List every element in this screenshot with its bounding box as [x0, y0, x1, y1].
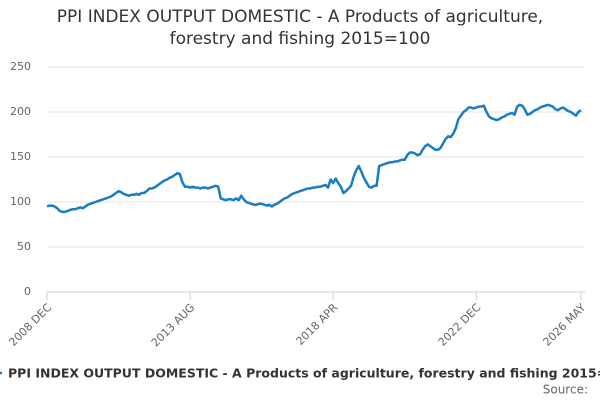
x-tick-label: 2022 DEC [436, 301, 484, 349]
y-tick-label: 150 [10, 150, 31, 163]
y-tick-label: 250 [10, 60, 31, 73]
x-tick-label: 2013 AUG [149, 301, 198, 350]
legend-label: PPI INDEX OUTPUT DOMESTIC - A Products o… [8, 366, 600, 381]
y-tick-label: 50 [17, 240, 31, 253]
legend: PPI INDEX OUTPUT DOMESTIC - A Products o… [0, 366, 600, 381]
source-label: Source: [543, 383, 588, 397]
x-tick-label: 2018 APR [294, 301, 341, 348]
x-tick-label: 2008 DEC [6, 301, 54, 349]
y-tick-label: 0 [24, 285, 31, 298]
x-tick-label: 2026 MAY [541, 301, 589, 349]
series-line [46, 103, 582, 214]
chart-title: PPI INDEX OUTPUT DOMESTIC - A Products o… [56, 7, 544, 49]
y-tick-label: 200 [10, 105, 31, 118]
y-tick-label: 100 [10, 195, 31, 208]
